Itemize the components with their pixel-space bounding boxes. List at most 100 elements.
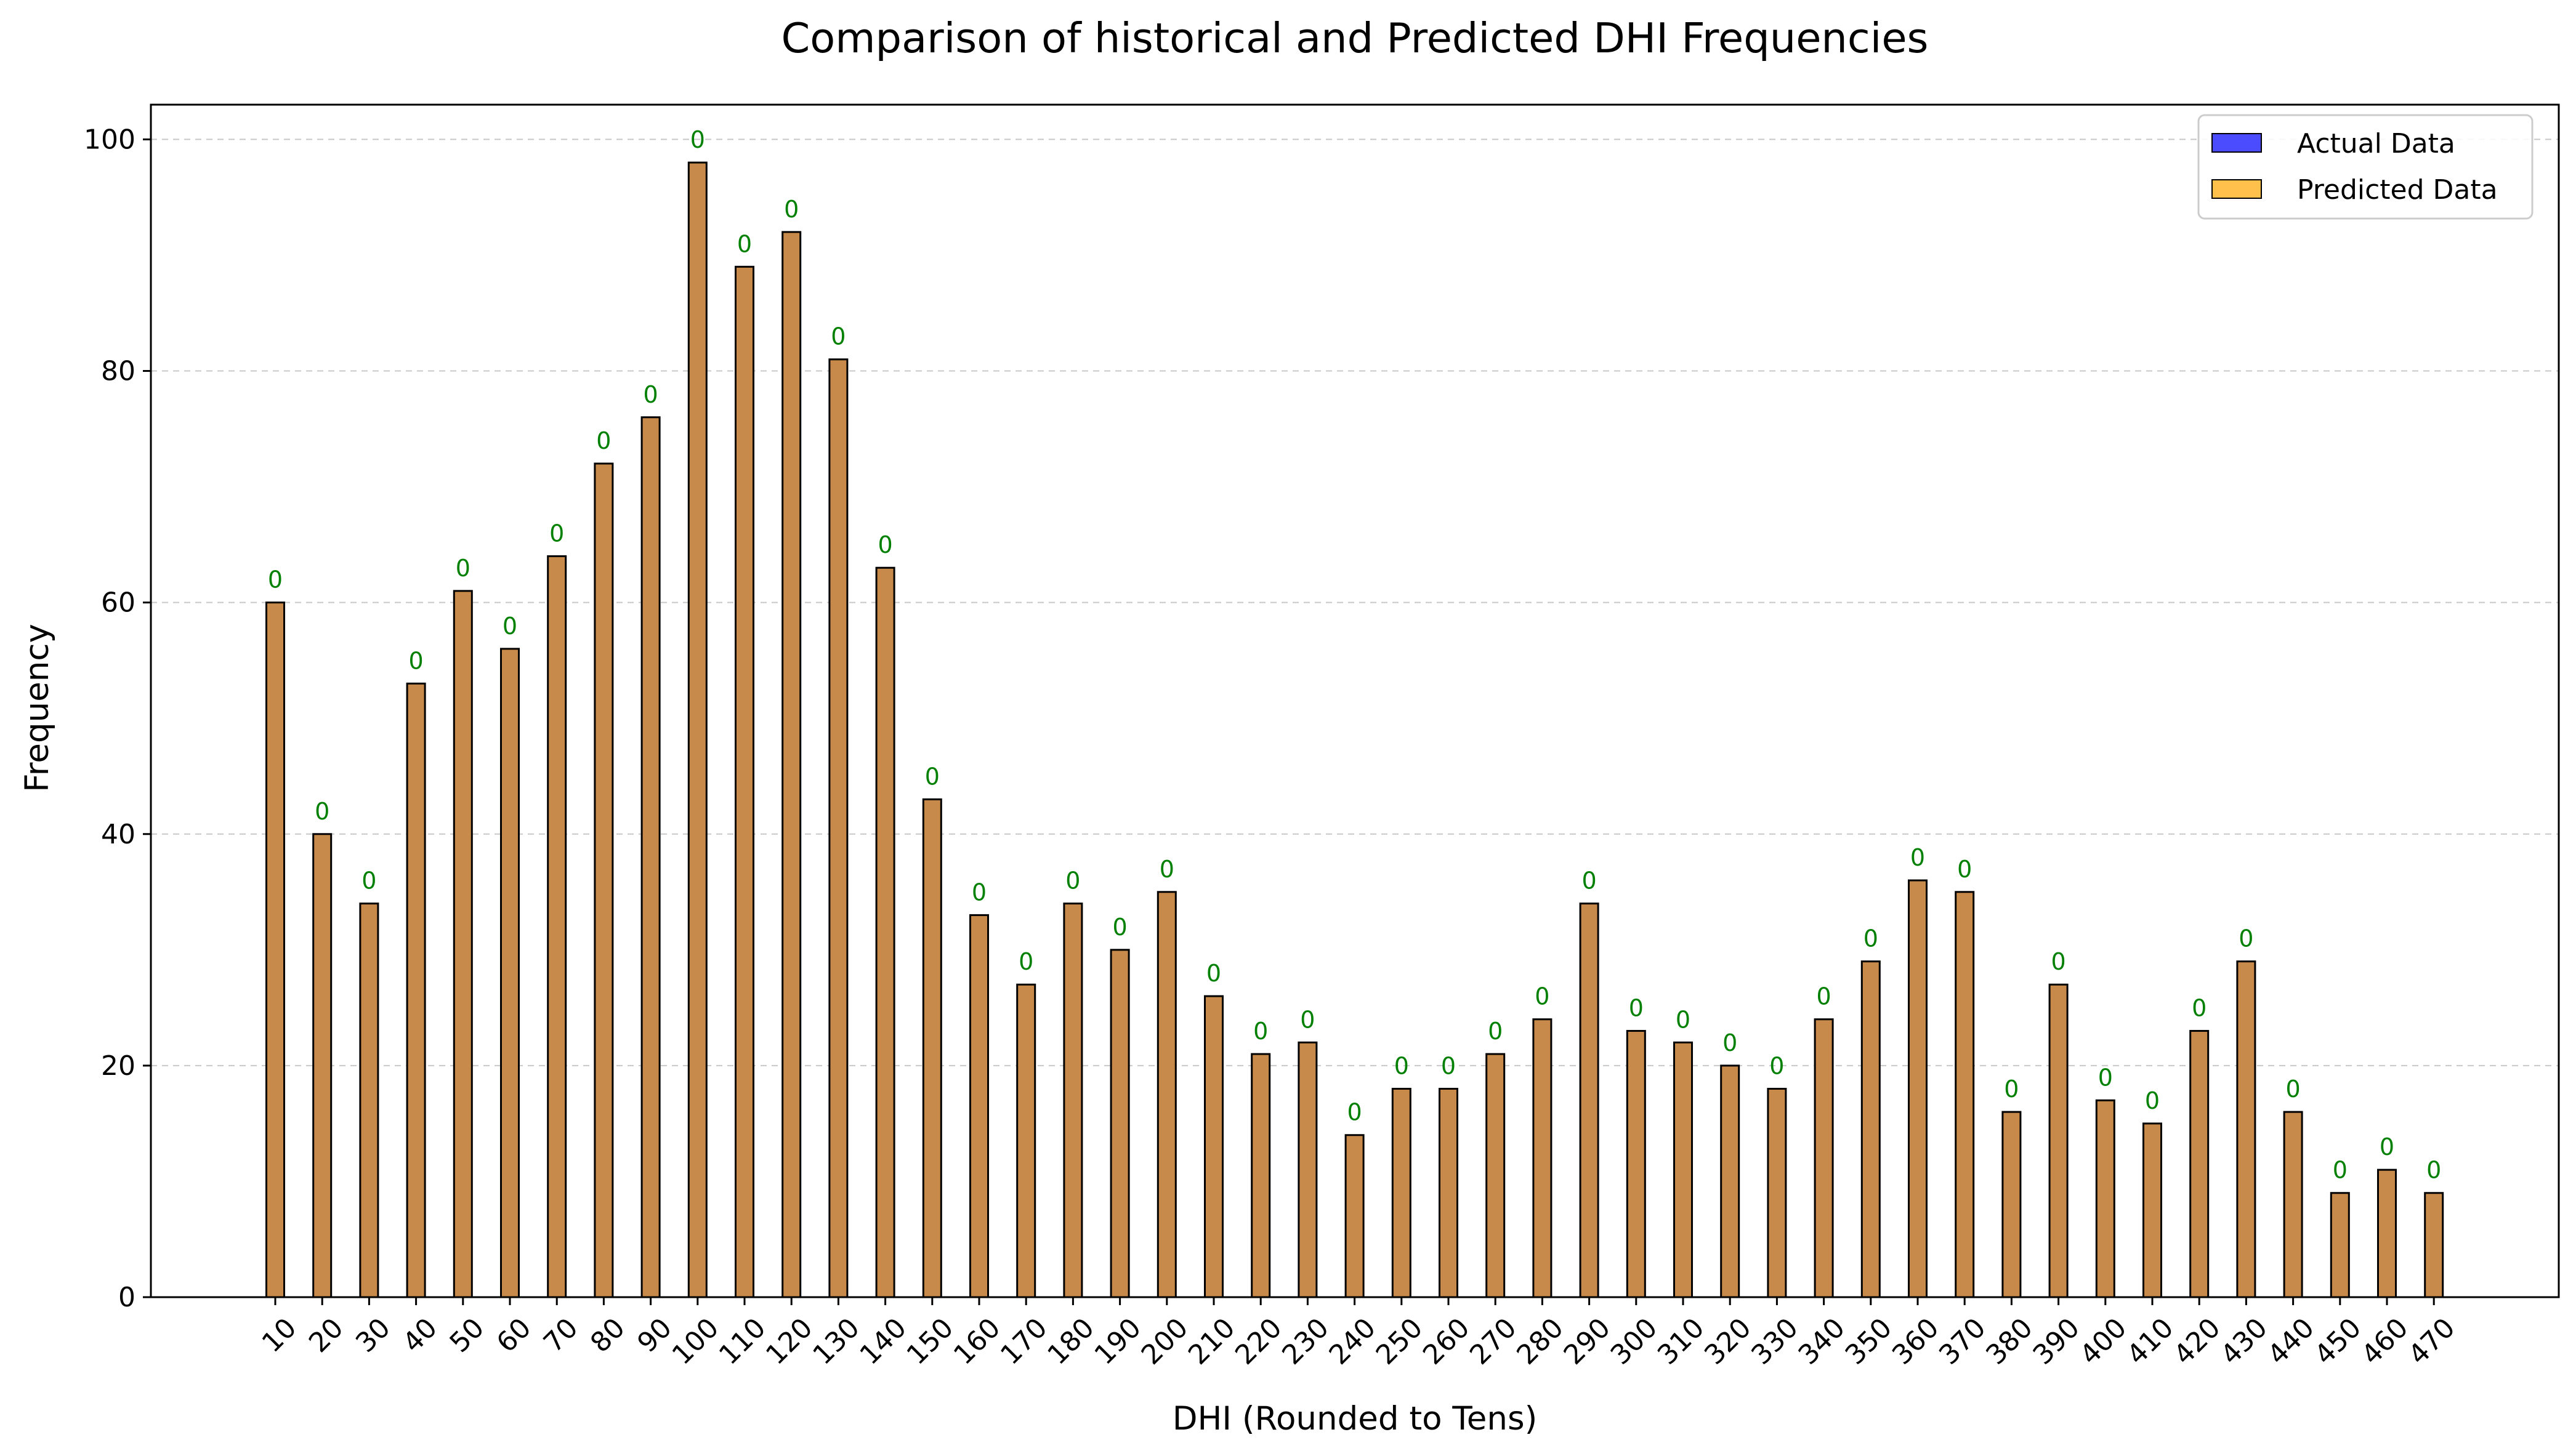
bar-value-label: 0 xyxy=(925,763,940,790)
bar-370 xyxy=(1955,891,1974,1297)
bar-290 xyxy=(1580,903,1599,1297)
chart-title: Comparison of historical and Predicted D… xyxy=(781,14,1929,62)
bar-value-label: 0 xyxy=(2004,1076,2019,1103)
bar-value-label: 0 xyxy=(2051,948,2066,975)
x-tick-label: 360 xyxy=(1886,1312,1945,1370)
x-tick-label: 420 xyxy=(2168,1312,2226,1370)
bar-value-label: 0 xyxy=(878,531,893,558)
bar-250 xyxy=(1392,1088,1411,1297)
bar-420 xyxy=(2190,1031,2208,1297)
bar-70 xyxy=(547,556,566,1297)
bar-170 xyxy=(1017,984,1035,1297)
bar-value-label: 0 xyxy=(1769,1052,1784,1079)
bar-400 xyxy=(2096,1100,2115,1297)
x-tick-label: 370 xyxy=(1933,1312,1992,1370)
legend-frame xyxy=(2197,114,2534,220)
bar-value-label: 0 xyxy=(1910,844,1925,871)
x-tick-label: 60 xyxy=(491,1312,538,1359)
x-tick-label: 280 xyxy=(1511,1312,1569,1370)
x-tick-label: 70 xyxy=(538,1312,584,1359)
x-tick-label: 330 xyxy=(1745,1312,1804,1370)
x-tick-label: 340 xyxy=(1793,1312,1851,1370)
bar-260 xyxy=(1439,1088,1458,1297)
bar-460 xyxy=(2378,1170,2396,1297)
bar-300 xyxy=(1627,1031,1645,1297)
bar-value-label: 0 xyxy=(2333,1157,2348,1184)
x-tick-label: 460 xyxy=(2356,1312,2414,1370)
x-tick-label: 20 xyxy=(303,1312,350,1359)
x-tick-label: 50 xyxy=(444,1312,491,1359)
bar-value-label: 0 xyxy=(1206,960,1221,987)
y-tick-label: 60 xyxy=(101,587,135,619)
x-tick-label: 210 xyxy=(1182,1312,1241,1370)
y-tick-label: 80 xyxy=(101,356,135,387)
x-tick-label: 270 xyxy=(1464,1312,1522,1370)
bar-230 xyxy=(1298,1042,1317,1297)
x-tick-label: 250 xyxy=(1370,1312,1429,1370)
legend: Actual Data Predicted Data xyxy=(2197,114,2534,220)
bar-110 xyxy=(735,267,754,1298)
bar-value-label: 0 xyxy=(2286,1076,2301,1103)
bar-30 xyxy=(360,903,378,1297)
x-tick-label: 380 xyxy=(1980,1312,2038,1370)
x-axis-ticks: 10 20 30 40 50 60 70 80 901001101201301401501601… xyxy=(256,1297,2461,1371)
x-tick-label: 200 xyxy=(1136,1312,1194,1370)
bar-value-label: 0 xyxy=(1065,867,1080,895)
bar-value-label: 0 xyxy=(409,647,424,674)
x-tick-label: 310 xyxy=(1652,1312,1710,1370)
bar-200 xyxy=(1158,891,1176,1297)
x-axis-label: DHI (Rounded to Tens) xyxy=(1173,1400,1538,1438)
bar-320 xyxy=(1721,1065,1739,1297)
x-tick-label: 410 xyxy=(2121,1312,2179,1370)
bar-value-label: 0 xyxy=(2098,1064,2113,1091)
bar-380 xyxy=(2002,1112,2021,1297)
y-axis-label: Frequency xyxy=(18,624,56,792)
bar-value-label: 0 xyxy=(737,230,752,257)
bar-160 xyxy=(970,915,988,1297)
y-tick-label: 40 xyxy=(101,819,135,850)
bar-value-label: 0 xyxy=(315,798,329,825)
bar-130 xyxy=(829,359,847,1297)
bar-value-label: 0 xyxy=(2145,1087,2160,1114)
y-tick-label: 0 xyxy=(118,1282,135,1313)
x-tick-label: 80 xyxy=(584,1312,631,1359)
x-tick-label: 260 xyxy=(1417,1312,1476,1370)
y-tick-label: 100 xyxy=(84,124,135,155)
y-tick-label: 20 xyxy=(101,1050,135,1082)
bar-value-label: 0 xyxy=(456,555,470,582)
bar-270 xyxy=(1486,1054,1504,1297)
bar-40 xyxy=(407,683,426,1297)
bar-value-label: 0 xyxy=(1394,1052,1409,1079)
bar-value-label: 0 xyxy=(1817,983,1831,1010)
bar-80 xyxy=(594,463,613,1297)
bar-60 xyxy=(501,648,519,1297)
x-tick-label: 100 xyxy=(666,1312,725,1370)
x-tick-label: 140 xyxy=(854,1312,913,1370)
bar-360 xyxy=(1908,880,1927,1297)
bar-value-label: 0 xyxy=(2192,994,2207,1021)
legend-label-actual: Actual Data xyxy=(2297,128,2455,159)
bar-value-label: 0 xyxy=(1957,856,1972,883)
bar-340 xyxy=(1815,1019,1833,1297)
bar-190 xyxy=(1111,949,1129,1297)
bar-value-label: 0 xyxy=(784,196,799,223)
bar-280 xyxy=(1533,1019,1551,1297)
bar-value-label: 0 xyxy=(549,520,564,547)
x-tick-label: 180 xyxy=(1041,1312,1100,1370)
x-tick-label: 400 xyxy=(2074,1312,2133,1370)
x-tick-label: 10 xyxy=(256,1312,303,1359)
bar-330 xyxy=(1767,1088,1786,1297)
bar-value-label: 0 xyxy=(2426,1157,2441,1184)
x-tick-label: 290 xyxy=(1558,1312,1617,1370)
legend-swatch-predicted xyxy=(2211,179,2262,199)
bars xyxy=(265,161,2444,1298)
x-tick-label: 390 xyxy=(2027,1312,2086,1370)
bar-10 xyxy=(266,602,285,1297)
x-tick-label: 350 xyxy=(1839,1312,1898,1370)
bar-value-label: 0 xyxy=(1113,914,1128,941)
bar-210 xyxy=(1205,996,1223,1297)
bar-390 xyxy=(2049,984,2068,1297)
bar-value-label: 0 xyxy=(831,323,846,350)
y-axis-ticks: 0 20 40 60 80 100 xyxy=(84,124,151,1313)
bar-value-label: 0 xyxy=(503,613,517,640)
